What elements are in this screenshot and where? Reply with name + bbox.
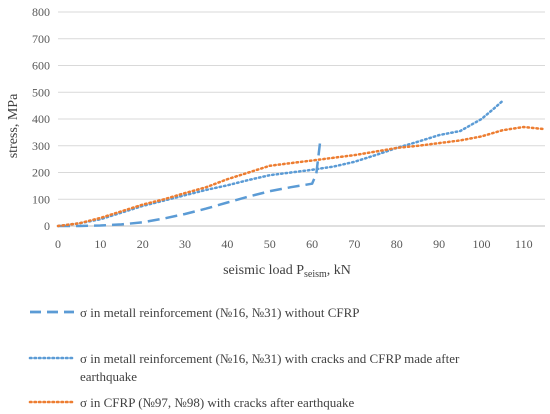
x-tick-label: 70 (348, 237, 360, 251)
y-axis-title: stress, MPa (6, 93, 21, 158)
legend-label-2: σ in metall reinforcement (№16, №31) wit… (80, 351, 460, 366)
x-tick-label: 110 (515, 237, 533, 251)
x-tick-label: 30 (179, 237, 191, 251)
x-tick-label: 100 (472, 237, 490, 251)
x-tick-label: 20 (137, 237, 149, 251)
x-tick-label: 80 (391, 237, 403, 251)
series-line-1 (58, 137, 322, 228)
legend-label-2: earthquake (80, 369, 137, 384)
grid (58, 11, 545, 227)
x-tick-label: 50 (264, 237, 276, 251)
series-line-3 (56, 125, 547, 228)
y-tick-label: 0 (44, 219, 50, 233)
x-tick-labels: 0 10 20 30 40 50 60 70 80 90 100 110 (55, 237, 533, 251)
y-tick-label: 100 (32, 192, 50, 206)
y-tick-labels: 0 100 200 300 400 500 600 700 800 (32, 5, 50, 233)
legend-label-3: σ in CFRP (№97, №98) with cracks after e… (80, 395, 355, 410)
y-tick-label: 700 (32, 32, 50, 46)
y-tick-label: 600 (32, 59, 50, 73)
legend: σ in metall reinforcement (№16, №31) wit… (28, 305, 460, 410)
y-tick-label: 200 (32, 166, 50, 180)
y-tick-label: 500 (32, 85, 50, 99)
legend-label-1: σ in metall reinforcement (№16, №31) wit… (80, 305, 360, 320)
x-axis-title: seismic load Pseism, kN (223, 263, 351, 280)
x-tick-label: 90 (433, 237, 445, 251)
series-line-2 (56, 99, 504, 228)
y-tick-label: 400 (32, 112, 50, 126)
x-tick-label: 10 (94, 237, 106, 251)
x-tick-label: 60 (306, 237, 318, 251)
series-lines (56, 99, 547, 228)
x-tick-label: 40 (221, 237, 233, 251)
y-tick-label: 300 (32, 139, 50, 153)
y-tick-label: 800 (32, 5, 50, 19)
x-tick-label: 0 (55, 237, 61, 251)
